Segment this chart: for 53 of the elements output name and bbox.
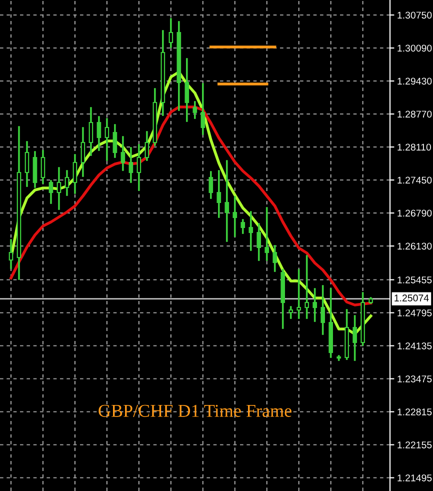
candlestick bbox=[24, 141, 30, 187]
y-tick-label: 1.24135 bbox=[398, 342, 432, 350]
candlestick bbox=[200, 83, 206, 135]
candlestick bbox=[8, 239, 14, 269]
candlestick bbox=[256, 223, 262, 261]
candlestick bbox=[112, 124, 118, 158]
candlestick bbox=[224, 160, 230, 242]
y-tick-label: 1.28770 bbox=[398, 110, 432, 118]
candlestick bbox=[240, 219, 246, 234]
y-tick-label: 1.23475 bbox=[398, 375, 432, 382]
candlestick bbox=[144, 131, 150, 161]
candlestick bbox=[72, 154, 78, 194]
candlestick bbox=[56, 167, 62, 210]
y-tick-label: 1.29430 bbox=[398, 78, 432, 85]
ref-line-label: 1.25074 bbox=[394, 294, 429, 302]
candlestick bbox=[288, 306, 294, 319]
y-tick-label: 1.28110 bbox=[398, 144, 431, 151]
candlestick bbox=[232, 196, 238, 237]
candlestick bbox=[40, 150, 46, 184]
candlestick bbox=[120, 136, 126, 171]
y-tick-label: 1.22155 bbox=[398, 441, 432, 448]
candlestick bbox=[48, 180, 54, 204]
y-tick-label: 1.30750 bbox=[398, 12, 432, 19]
candlestick bbox=[312, 288, 317, 322]
candlestick bbox=[208, 171, 214, 199]
candlestick bbox=[128, 147, 134, 183]
y-tick-label: 1.22815 bbox=[398, 408, 432, 416]
y-tick-label: 1.26790 bbox=[398, 210, 432, 217]
candlestick bbox=[96, 116, 102, 151]
candlestick bbox=[64, 170, 70, 196]
y-tick-label: 1.26130 bbox=[398, 242, 432, 250]
y-tick-label: 1.25455 bbox=[398, 276, 432, 284]
candlestick bbox=[192, 101, 198, 119]
candlestick bbox=[264, 207, 270, 261]
candlestick bbox=[296, 269, 301, 319]
candlestick bbox=[88, 107, 94, 156]
candlestick bbox=[248, 211, 254, 251]
y-tick-label: 1.30090 bbox=[398, 44, 432, 52]
candlestick bbox=[216, 170, 222, 218]
y-tick-label: 1.21495 bbox=[398, 474, 432, 482]
candlestick bbox=[184, 58, 190, 122]
line-series bbox=[10, 106, 372, 306]
annotation: GBP/CHF D1 Time Frame bbox=[98, 404, 292, 417]
candlestick bbox=[320, 285, 325, 335]
y-tick-label: 1.27450 bbox=[398, 176, 432, 184]
y-tick-label: 1.24795 bbox=[398, 309, 432, 316]
candlestick bbox=[168, 18, 174, 48]
candlestick bbox=[136, 144, 142, 191]
candlestick bbox=[304, 255, 309, 319]
candlestick bbox=[104, 118, 110, 161]
candlestick bbox=[352, 315, 357, 361]
candlestick bbox=[80, 127, 86, 177]
candlestick bbox=[272, 245, 278, 272]
